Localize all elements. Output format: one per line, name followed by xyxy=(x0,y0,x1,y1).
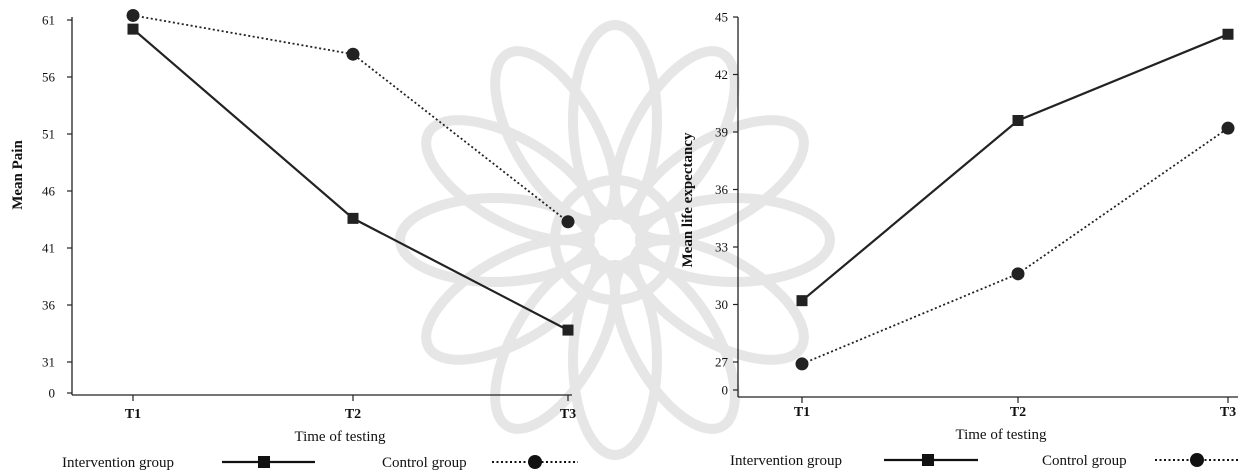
data-point-circle xyxy=(561,215,575,229)
data-point-square xyxy=(1222,28,1234,40)
watermark-petal xyxy=(421,235,601,365)
y-tick-label: 36 xyxy=(42,298,56,313)
y-tick-label: 45 xyxy=(715,10,728,25)
legend-item-control: Control group xyxy=(382,455,578,471)
watermark-petal xyxy=(635,193,835,287)
x-axis-label: Time of testing xyxy=(955,427,1047,443)
watermark-petal xyxy=(568,20,662,220)
legend-square-marker xyxy=(922,454,934,466)
x-axis-label: Time of testing xyxy=(294,429,386,445)
y-axis-label: Mean life expectancy xyxy=(680,132,696,267)
y-tick-label: 46 xyxy=(42,184,56,199)
x-tick-label: T2 xyxy=(345,407,361,422)
data-point-square xyxy=(1012,115,1024,126)
x-tick-label: T1 xyxy=(794,405,810,420)
y-tick-label: 0 xyxy=(49,386,56,401)
legend-label: Intervention group xyxy=(730,453,842,469)
y-tick-label: 61 xyxy=(42,13,55,28)
watermark-petal xyxy=(490,254,620,434)
legend-label: Control group xyxy=(1042,453,1127,469)
legend-square-marker xyxy=(258,456,270,468)
legend-item-intervention: Intervention group xyxy=(730,453,978,469)
mean-pain-chart: Mean Pain Time of testing 0 31 36 41 46 51 56 6… xyxy=(10,8,576,445)
y-tick-label: 30 xyxy=(715,297,728,312)
y-tick-label: 33 xyxy=(715,240,728,255)
watermark-petal xyxy=(395,193,595,287)
data-point-square xyxy=(347,212,359,224)
y-tick-label: 42 xyxy=(715,67,728,82)
y-tick-label: 27 xyxy=(715,355,729,370)
legend-circle-marker xyxy=(1190,453,1204,467)
y-tick-label: 41 xyxy=(42,241,55,256)
x-tick-label: T3 xyxy=(1220,405,1236,420)
y-tick-label: 51 xyxy=(42,127,55,142)
data-point-circle xyxy=(1011,267,1025,281)
y-tick-label: 0 xyxy=(722,383,729,398)
legend-right: Intervention group Control group xyxy=(730,453,1240,469)
legend-left: Intervention group Control group xyxy=(62,455,578,471)
y-tick-label: 39 xyxy=(715,125,728,140)
data-point-square xyxy=(127,23,139,35)
watermark-petal xyxy=(629,115,809,245)
legend-item-control: Control group xyxy=(1042,453,1240,469)
y-tick-label: 31 xyxy=(42,355,55,370)
x-tick-label: T3 xyxy=(560,407,576,422)
watermark-petal xyxy=(421,115,601,245)
series-line-control xyxy=(132,14,569,223)
legend-label: Control group xyxy=(382,455,467,471)
watermark-petal xyxy=(610,254,740,434)
watermark-petal xyxy=(568,260,662,460)
data-point-circle xyxy=(346,47,360,61)
watermark-petal xyxy=(490,46,620,226)
data-point-circle xyxy=(126,8,140,22)
mean-life-expectancy-chart: Mean life expectancy Time of testing 0 27… xyxy=(680,10,1238,443)
y-tick-label: 56 xyxy=(42,70,56,85)
legend-label: Intervention group xyxy=(62,455,174,471)
legend-circle-marker xyxy=(528,455,542,469)
x-tick-label: T2 xyxy=(1010,405,1026,420)
rosette-watermark xyxy=(395,20,835,460)
data-point-square xyxy=(796,295,808,307)
watermark-petal xyxy=(629,235,809,365)
y-axis-label: Mean Pain xyxy=(10,140,26,210)
watermark-petal xyxy=(610,46,740,226)
y-tick-label: 36 xyxy=(715,182,729,197)
data-point-square xyxy=(562,324,574,336)
watermark-ring xyxy=(550,175,680,305)
data-point-circle xyxy=(1221,121,1235,135)
legend-item-intervention: Intervention group xyxy=(62,455,315,471)
data-point-circle xyxy=(795,357,809,371)
series-line-intervention xyxy=(801,33,1229,302)
x-tick-label: T1 xyxy=(125,407,141,422)
